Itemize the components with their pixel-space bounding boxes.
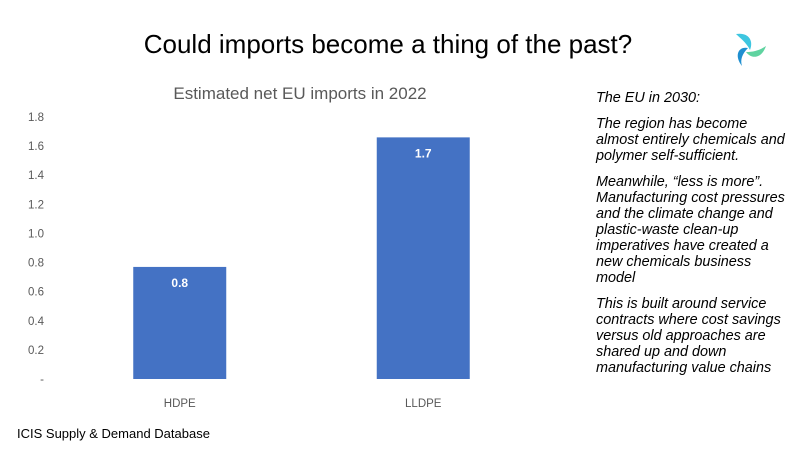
y-tick-label: 0.6 [28,287,44,299]
y-tick-label: 1.4 [28,170,45,182]
side-panel: The EU in 2030: The region has become al… [596,90,786,386]
bar-chart: Estimated net EU imports in 2022 - 0.2 0.4… [28,84,470,410]
y-tick-label: 1.2 [28,199,44,211]
y-tick-label: 1.0 [28,228,44,240]
side-paragraph-1: The region has become almost entirely ch… [596,116,785,164]
y-tick-label: 1.6 [28,141,44,153]
y-axis-ticks: - 0.2 0.4 0.6 0.8 1.0 1.2 1.4 1.6 1.8 [28,112,45,386]
y-tick-label: 0.4 [28,316,45,328]
y-tick-label: - [40,374,44,386]
bar-hdpe [133,266,227,379]
x-tick-label: HDPE [164,398,196,410]
bars: 0.8 1.7 [133,137,470,379]
y-tick-label: 0.2 [28,345,44,357]
x-axis-ticks: HDPE LLDPE [164,398,442,410]
side-heading: The EU in 2030: [596,90,700,106]
y-tick-label: 1.8 [28,112,44,124]
x-tick-label: LLDPE [405,398,442,410]
side-paragraph-3: This is built around service contracts w… [596,296,781,376]
icis-logo-icon [736,33,766,66]
bar-lldpe [376,137,470,379]
side-paragraph-2: Meanwhile, “less is more”. Manufacturing… [596,174,785,286]
source-note: ICIS Supply & Demand Database [17,426,210,441]
y-tick-label: 0.8 [28,258,44,270]
slide-title: Could imports become a thing of the past… [143,29,633,59]
chart-title: Estimated net EU imports in 2022 [173,84,426,103]
data-label: 0.8 [171,276,188,290]
data-label: 1.7 [415,146,432,160]
